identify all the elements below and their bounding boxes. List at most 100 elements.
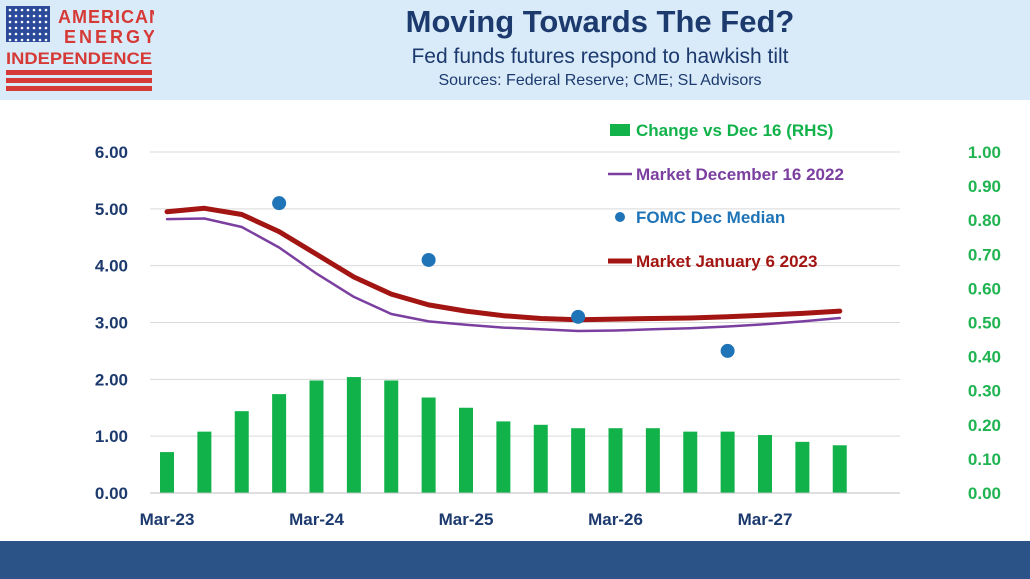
chart-subtitle: Fed funds futures respond to hawkish til… <box>411 45 789 68</box>
flag-star <box>38 14 42 18</box>
flag-star <box>20 14 24 18</box>
american-energy-independence-logo: AMERICAN ENERGY INDEPENDENCE <box>6 6 154 91</box>
flag-star <box>14 14 18 18</box>
y-left-tick-label: 0.00 <box>95 484 128 503</box>
flag-star <box>8 38 12 42</box>
series-line-dec16 <box>165 217 842 333</box>
flag-star <box>38 38 42 42</box>
bar <box>832 445 847 493</box>
flag-star <box>20 38 24 42</box>
bar <box>197 431 212 493</box>
flag-star <box>44 32 48 36</box>
legend-bars-label: Change vs Dec 16 (RHS) <box>636 121 833 140</box>
flag-star <box>38 26 42 30</box>
bar <box>645 428 660 493</box>
logo-line-3: INDEPENDENCE <box>6 49 152 68</box>
y-right-tick-label: 0.90 <box>968 177 1001 196</box>
legend-fomc-label: FOMC Dec Median <box>636 208 785 227</box>
flag-star <box>32 20 36 24</box>
footer-bar <box>0 541 1030 579</box>
logo-stripe <box>6 86 152 91</box>
series-line-jan6 <box>164 205 843 323</box>
x-tick-label: Mar-23 <box>140 510 195 529</box>
flag-star <box>32 32 36 36</box>
logo-line-1: AMERICAN <box>58 7 154 27</box>
y-right-tick-label: 0.30 <box>968 382 1001 401</box>
fomc-point <box>272 196 287 211</box>
flag-star <box>38 32 42 36</box>
flag-star <box>26 26 30 30</box>
y-left-tick-label: 2.00 <box>95 370 128 389</box>
flag-star <box>38 8 42 12</box>
y-right-tick-label: 0.50 <box>968 314 1001 333</box>
flag-star <box>14 20 18 24</box>
y-right-tick-label: 0.70 <box>968 245 1001 264</box>
bar <box>496 421 511 493</box>
flag-star <box>20 32 24 36</box>
bar <box>683 431 698 493</box>
flag-icon <box>6 6 50 42</box>
y-left-tick-label: 5.00 <box>95 200 128 219</box>
legend-swatch <box>615 212 625 222</box>
flag-star <box>26 8 30 12</box>
flag-star <box>8 26 12 30</box>
flag-star <box>26 38 30 42</box>
y-right-tick-label: 0.10 <box>968 450 1001 469</box>
flag-star <box>14 38 18 42</box>
flag-star <box>32 26 36 30</box>
flag-star <box>32 8 36 12</box>
bar <box>758 435 772 493</box>
flag-star <box>20 8 24 12</box>
y-right-tick-label: 1.00 <box>968 143 1001 162</box>
flag-star <box>26 14 30 18</box>
flag-star <box>38 20 42 24</box>
flag-star <box>20 20 24 24</box>
flag-star <box>8 8 12 12</box>
bar <box>533 424 548 493</box>
fomc-point <box>571 309 586 324</box>
y-right-tick-label: 0.60 <box>968 279 1001 298</box>
y-right-tick-label: 0.40 <box>968 348 1001 367</box>
logo-line-2: ENERGY <box>64 27 154 47</box>
flag-star <box>14 26 18 30</box>
flag-star <box>8 32 12 36</box>
flag-star <box>26 20 30 24</box>
bar <box>720 431 735 493</box>
flag-star <box>14 8 18 12</box>
flag-star <box>44 20 48 24</box>
bar <box>571 428 586 493</box>
fomc-point <box>421 252 436 267</box>
y-left-tick-label: 3.00 <box>95 314 128 333</box>
bar <box>421 397 436 493</box>
chart-sources: Sources: Federal Reserve; CME; SL Adviso… <box>438 72 762 89</box>
flag-star <box>8 14 12 18</box>
y-left-tick-label: 6.00 <box>95 143 128 162</box>
flag-star <box>20 26 24 30</box>
x-tick-label: Mar-26 <box>588 510 643 529</box>
logo-stripe <box>6 70 152 75</box>
legend-swatch <box>610 124 630 136</box>
flag-star <box>44 38 48 42</box>
fomc-point <box>720 343 735 358</box>
legend-dec16-label: Market December 16 2022 <box>636 165 844 184</box>
bar <box>384 380 399 493</box>
bar <box>309 380 324 493</box>
bar <box>160 452 174 493</box>
flag-star <box>8 20 12 24</box>
flag-star <box>44 8 48 12</box>
bar <box>795 441 810 493</box>
x-tick-label: Mar-27 <box>738 510 793 529</box>
bar <box>272 394 287 493</box>
x-tick-label: Mar-25 <box>439 510 494 529</box>
flag-star <box>32 14 36 18</box>
chart-title: Moving Towards The Fed? <box>405 4 795 39</box>
flag-star <box>32 38 36 42</box>
y-right-tick-label: 0.20 <box>968 416 1001 435</box>
flag-star <box>26 32 30 36</box>
header-banner: AMERICAN ENERGY INDEPENDENCE Moving Towa… <box>0 0 1030 100</box>
y-right-tick-label: 0.80 <box>968 211 1001 230</box>
y-left-tick-label: 4.00 <box>95 257 128 276</box>
logo-stripe <box>6 78 152 83</box>
bar <box>234 411 249 493</box>
x-tick-label: Mar-24 <box>289 510 344 529</box>
